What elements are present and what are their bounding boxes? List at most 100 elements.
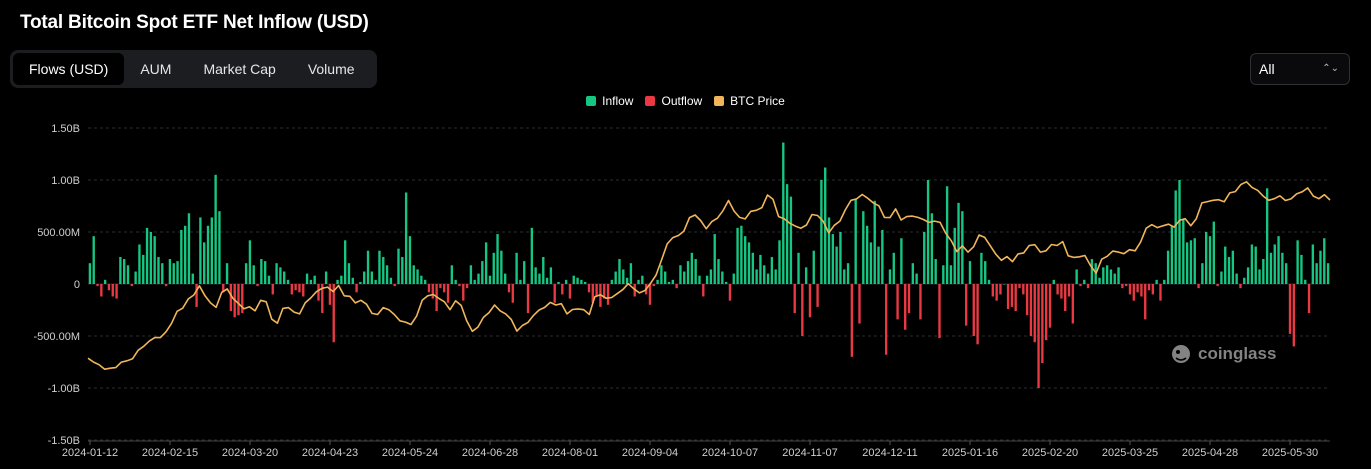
outflow-bar <box>1197 284 1200 289</box>
legend-item-btc-price[interactable]: BTC Price <box>714 94 785 108</box>
inflow-bar <box>149 232 153 284</box>
inflow-bar <box>534 267 537 284</box>
inflow-bar <box>957 202 960 284</box>
outflow-bar <box>443 284 446 293</box>
inflow-bar <box>397 248 400 284</box>
inflow-bar <box>103 279 107 284</box>
y-tick-label: 1.00B <box>51 175 80 187</box>
inflow-bar <box>492 252 495 284</box>
outflow-bar <box>222 284 225 293</box>
outflow-bar <box>439 284 442 289</box>
tab-market-cap[interactable]: Market Cap <box>203 61 276 77</box>
inflow-bar <box>926 180 930 284</box>
outflow-bar <box>256 284 259 287</box>
inflow-bar <box>770 256 774 284</box>
legend-swatch-inflow <box>586 96 597 106</box>
inflow-bar <box>892 252 895 284</box>
inflow-bar <box>1296 240 1299 284</box>
inflow-bar <box>305 273 309 284</box>
outflow-bar <box>907 284 911 314</box>
outflow-bar <box>991 284 995 297</box>
tab-aum[interactable]: AUM <box>140 61 172 77</box>
inflow-bar <box>835 246 838 284</box>
inflow-bar <box>244 263 248 284</box>
inflow-bar <box>351 277 354 284</box>
inflow-bar <box>1277 236 1280 284</box>
chart-type-tabs: Flows (USD) AUM Market Cap Volume <box>10 50 377 88</box>
inflow-bar <box>279 267 282 284</box>
inflow-bar <box>637 279 640 284</box>
inflow-bar <box>145 227 149 284</box>
chevron-up-down-icon: ⌃⌄ <box>1322 63 1339 74</box>
x-tick-label: 2024-04-23 <box>302 447 358 459</box>
tab-volume[interactable]: Volume <box>307 61 355 77</box>
inflow-bar <box>1323 238 1326 284</box>
outflow-bar <box>446 284 450 303</box>
inflow-bar <box>309 279 313 284</box>
inflow-bar <box>1189 240 1193 284</box>
outflow-bar <box>290 284 293 295</box>
outflow-bar <box>896 284 899 320</box>
outflow-bar <box>553 284 556 303</box>
inflow-bar <box>713 234 716 284</box>
inflow-bar <box>709 269 713 284</box>
inflow-bar <box>942 265 945 284</box>
x-tick-label: 2024-01-12 <box>62 447 118 459</box>
inflow-bar <box>1281 252 1284 284</box>
inflow-bar <box>980 252 983 284</box>
inflow-bar <box>500 250 503 284</box>
inflow-bar <box>260 259 263 284</box>
inflow-bar <box>542 256 545 284</box>
x-tick-label: 2024-03-20 <box>222 447 278 459</box>
inflow-bar <box>484 242 488 284</box>
outflow-bar <box>115 284 118 299</box>
inflow-bar <box>248 240 252 284</box>
inflow-bar <box>389 277 393 284</box>
legend-item-outflow[interactable]: Outflow <box>645 94 702 108</box>
outflow-bar <box>1140 284 1143 297</box>
outflow-bar <box>195 284 198 307</box>
outflow-bar <box>511 284 514 303</box>
outflow-bar <box>458 284 461 287</box>
inflow-bar <box>88 263 92 284</box>
inflow-bar <box>724 281 728 284</box>
inflow-bar <box>923 232 926 284</box>
btc-price-line <box>87 181 1331 371</box>
inflow-bar <box>366 250 370 284</box>
inflow-bar <box>1304 279 1307 284</box>
outflow-bar <box>298 284 301 293</box>
outflow-bar <box>728 284 732 301</box>
inflow-bar <box>1212 221 1215 284</box>
outflow-bar <box>675 284 678 289</box>
x-tick-label: 2024-02-15 <box>142 447 198 459</box>
time-range-select[interactable]: All ⌃⌄ <box>1250 53 1350 85</box>
outflow-bar <box>648 284 652 305</box>
inflow-bar <box>1193 238 1196 284</box>
tab-flows-usd[interactable]: Flows (USD) <box>13 53 125 85</box>
outflow-bar <box>526 284 530 314</box>
inflow-bar <box>968 261 972 284</box>
inflow-bar <box>664 271 667 284</box>
inflow-bar <box>915 273 918 284</box>
outflow-bar <box>1216 284 1219 287</box>
inflow-bar <box>454 279 457 284</box>
coinglass-logo-icon <box>1172 345 1190 363</box>
x-tick-label: 2025-04-28 <box>1182 447 1238 459</box>
inflow-bar <box>584 281 587 284</box>
inflow-bar <box>496 234 499 284</box>
inflow-bar <box>515 252 518 284</box>
inflow-bar <box>210 217 213 284</box>
legend-item-inflow[interactable]: Inflow <box>586 94 633 108</box>
outflow-bar <box>1288 284 1292 334</box>
inflow-bar <box>625 277 629 284</box>
inflow-bar <box>1117 267 1120 284</box>
inflow-bar <box>1269 252 1273 284</box>
outflow-bar <box>431 284 434 299</box>
inflow-bar <box>1300 254 1303 284</box>
outflow-bar <box>1010 284 1014 307</box>
outflow-bar <box>1025 284 1029 316</box>
outflow-bar <box>561 284 564 295</box>
inflow-bar <box>629 263 633 284</box>
outflow-bar <box>1048 284 1052 328</box>
outflow-bar <box>808 284 812 318</box>
